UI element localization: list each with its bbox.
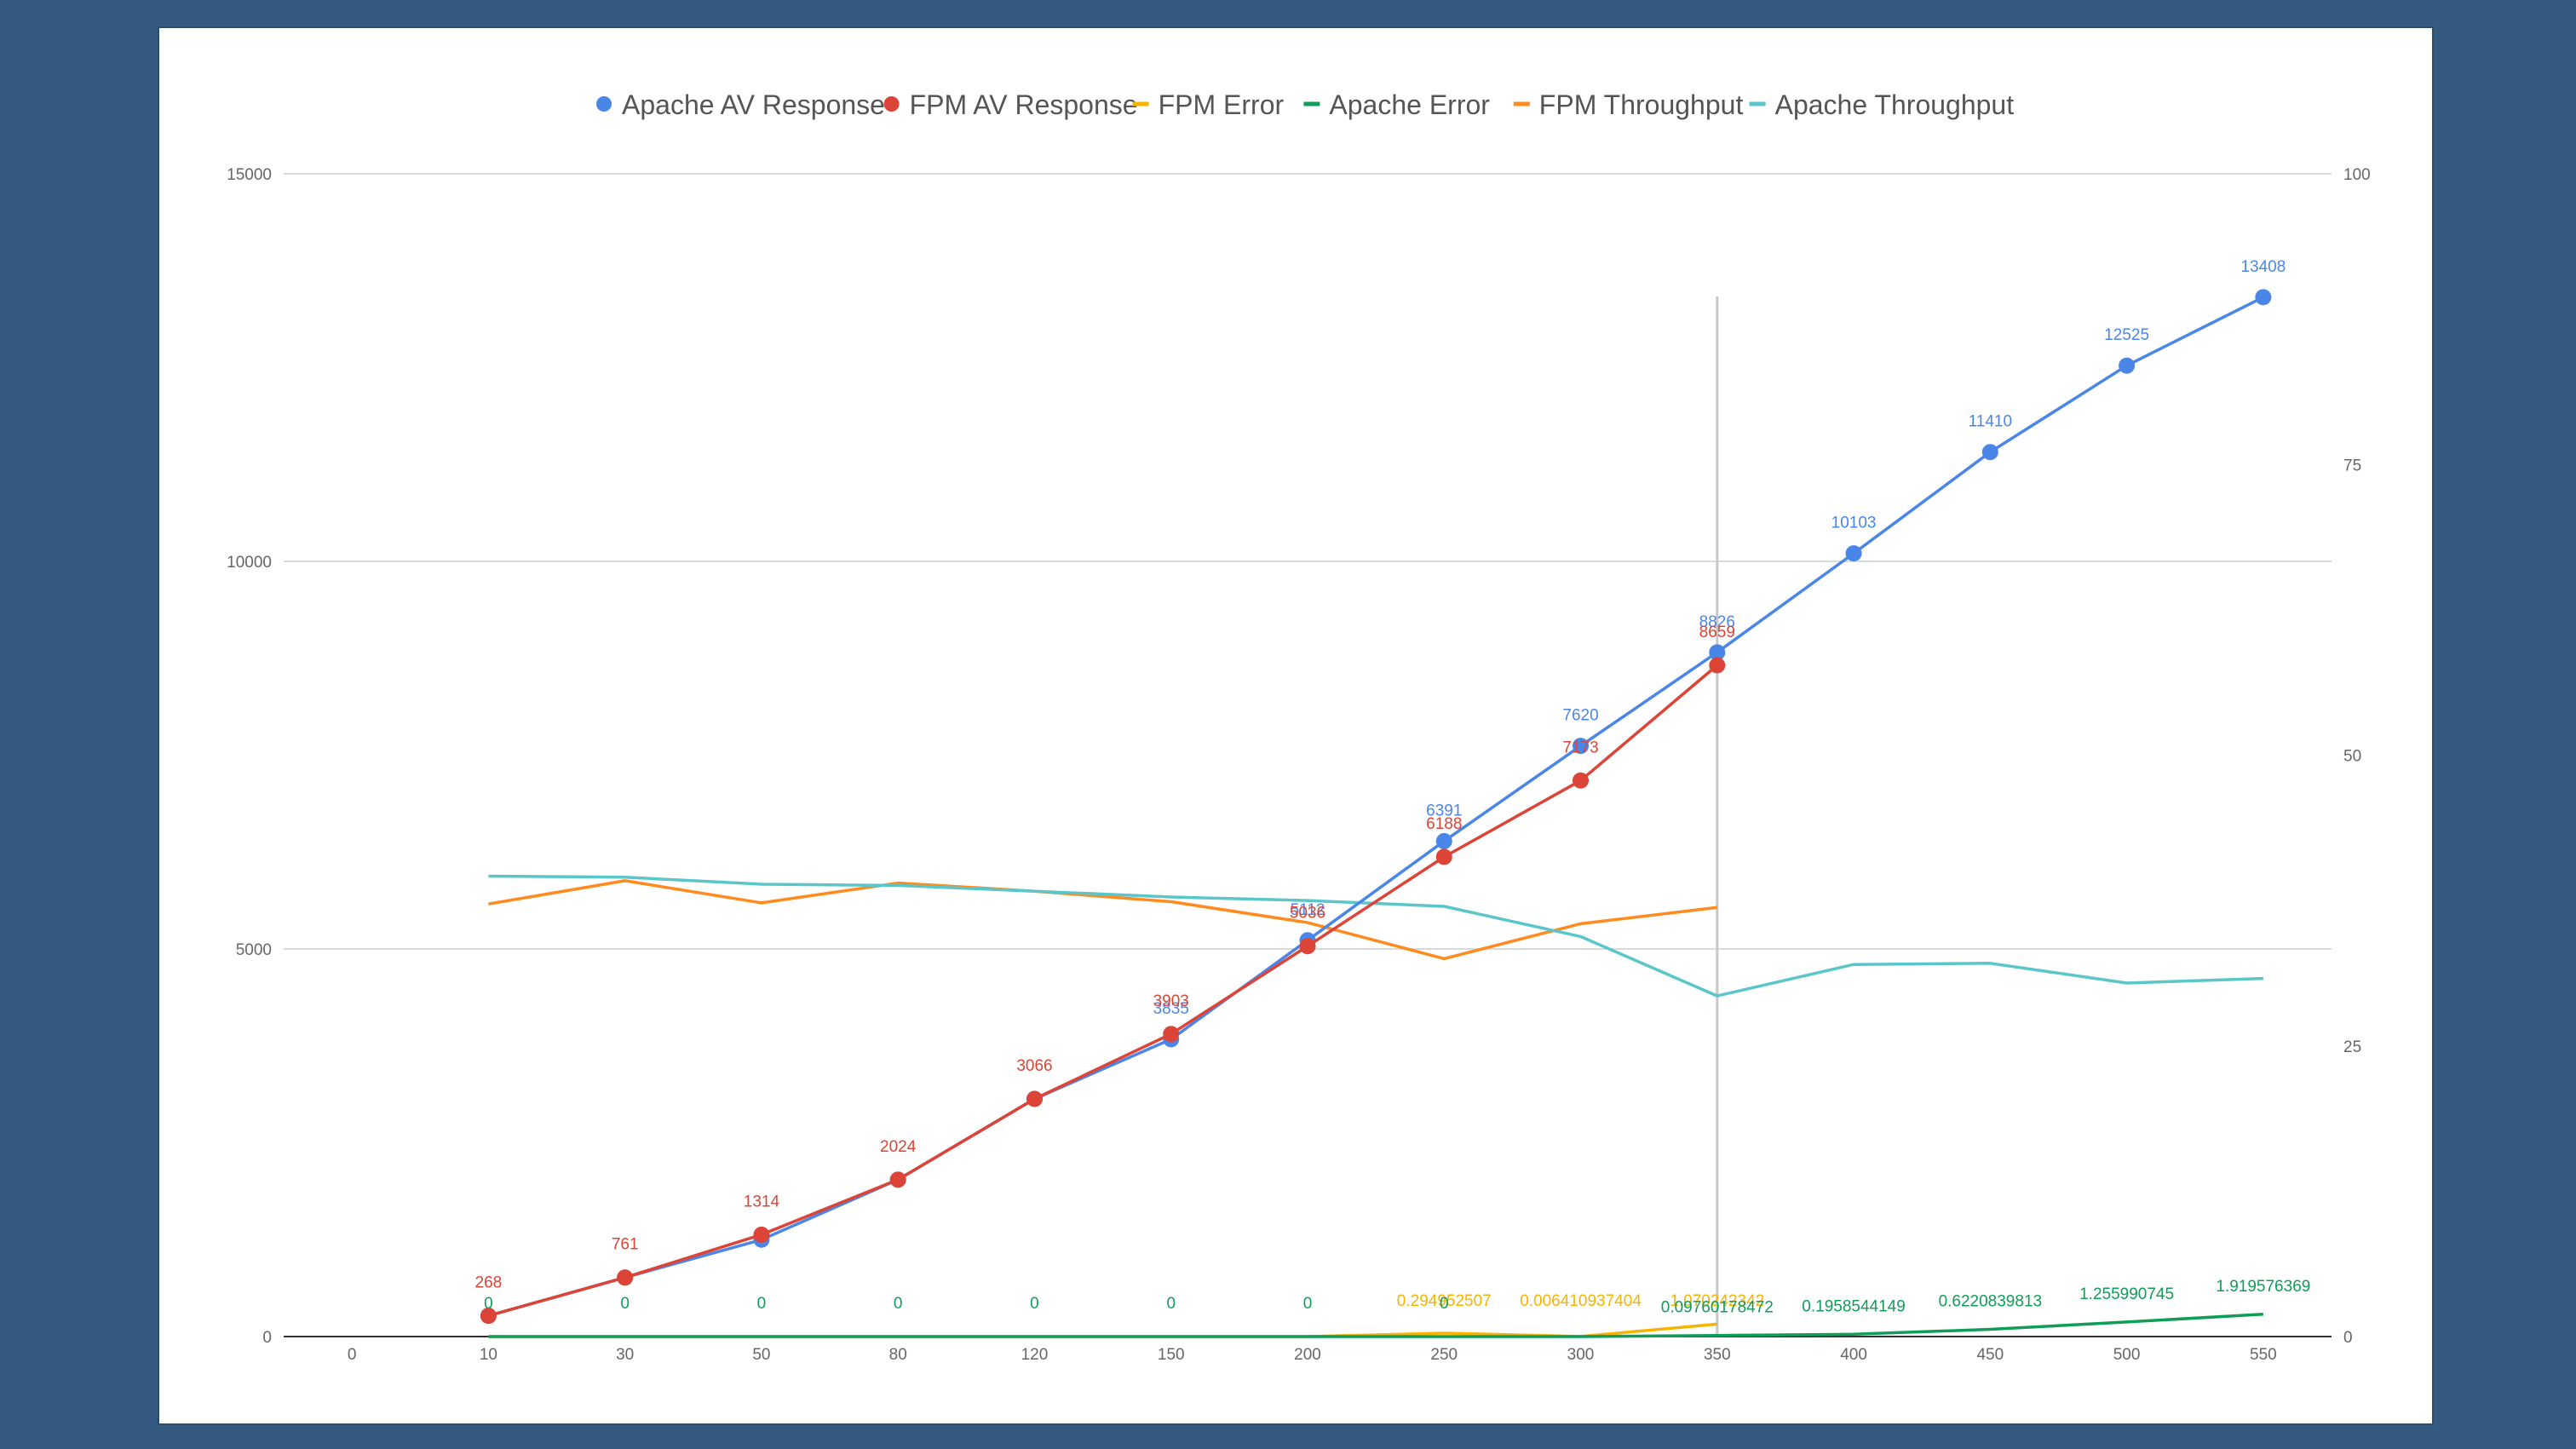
series-line-apache-error [488,1313,2263,1338]
data-point-fpm-av-response [480,1308,497,1325]
x-tick-label: 80 [889,1346,907,1364]
series-line-apache-throughput [488,874,2263,998]
data-label-apache-av-response: 6391 [1426,802,1462,819]
series-line-fpm-av-response [487,664,1718,1318]
data-point-fpm-av-response [889,1171,906,1188]
data-label-apache-error: 0 [620,1295,630,1313]
data-label-apache-error: 0 [1303,1295,1313,1313]
data-label-fpm-error: 0.294952507 [1397,1292,1492,1310]
x-tick-label: 550 [2250,1346,2277,1364]
data-label-fpm-av-response: 8659 [1699,624,1735,641]
x-tick-label: 200 [1294,1346,1321,1364]
series-line-fpm-error [488,1322,1717,1338]
data-label-fpm-av-response: 761 [612,1236,639,1254]
data-label-apache-error: 0.1958544149 [1802,1297,1906,1315]
data-label-fpm-av-response: 3903 [1153,992,1189,1010]
y-tick-label: 5000 [236,941,272,959]
y-tick-label: 15000 [227,166,272,184]
data-point-fpm-av-response [1299,938,1316,955]
y2-tick-label: 50 [2343,748,2361,766]
legend-label-apache-av-response: Apache AV Response [622,89,885,120]
x-tick-label: 0 [348,1346,357,1364]
data-label-apache-av-response: 8826 [1699,613,1735,631]
data-point-fpm-av-response [1573,772,1590,789]
data-label-fpm-av-response: 3066 [1016,1057,1052,1075]
data-label-apache-error: 0 [894,1295,903,1313]
series-line-fpm-throughput [488,879,1718,961]
x-tick-label: 400 [1840,1346,1867,1364]
x-tick-label: 10 [480,1346,497,1364]
x-tick-label: 500 [2113,1346,2141,1364]
data-label-apache-av-response: 3835 [1153,1000,1189,1018]
x-tick-label: 250 [1430,1346,1458,1364]
data-label-apache-error: 1.255990745 [2079,1285,2174,1303]
data-point-fpm-av-response [1026,1090,1043,1107]
y-tick-label: 0 [262,1329,272,1347]
legend-label-fpm-throughput: FPM Throughput [1539,89,1744,120]
data-point-fpm-av-response [753,1226,770,1243]
data-label-fpm-av-response: 7173 [1562,739,1598,756]
x-tick-label: 120 [1021,1346,1049,1364]
data-label-apache-error: 0.6220839813 [1939,1293,2043,1311]
data-label-fpm-av-response: 2024 [880,1138,917,1156]
data-point-apache-av-response [2119,357,2136,374]
x-tick-label: 300 [1567,1346,1595,1364]
data-label-apache-error: 0 [757,1295,767,1313]
data-point-apache-av-response [1845,545,1862,562]
y2-tick-label: 75 [2343,457,2361,474]
data-label-fpm-error: 1.070242342 [1670,1292,1764,1310]
legend-label-apache-throughput: Apache Throughput [1775,89,2015,120]
series-line-apache-av-response [487,296,2264,1318]
x-tick-label: 50 [752,1346,770,1364]
x-tick-label: 450 [1976,1346,2004,1364]
data-label-apache-av-response: 12525 [2104,326,2149,344]
y2-tick-label: 0 [2343,1329,2353,1347]
slide-panel: 0 5000 10000 15000 0 25 50 75 100 0 10 30 50 80 120 150… [158,26,2434,1425]
legend-label-apache-error: Apache Error [1329,89,1490,120]
data-point-fpm-av-response [1163,1026,1180,1043]
legend-label-fpm-error: FPM Error [1159,89,1285,120]
data-label-apache-av-response: 13408 [2240,258,2286,276]
data-label-apache-error: 0 [1440,1295,1449,1313]
data-label-fpm-av-response: 6188 [1426,815,1462,833]
data-label-apache-av-response: 11410 [1969,413,2012,431]
data-label-apache-av-response: 10103 [1831,515,1877,532]
x-tick-label: 350 [1704,1346,1731,1364]
data-label-fpm-av-response: 268 [475,1274,503,1292]
y2-tick-label: 100 [2343,166,2371,184]
x-tick-label: 150 [1158,1346,1185,1364]
data-label-apache-error: 0 [1030,1295,1039,1313]
data-point-fpm-av-response [1435,848,1452,865]
legend-label-fpm-av-response: FPM AV Response [910,89,1138,120]
data-point-fpm-av-response [1709,657,1726,674]
data-point-fpm-av-response [617,1269,634,1286]
data-point-apache-av-response [1435,832,1452,849]
data-label-apache-error: 0 [484,1295,493,1313]
data-point-apache-av-response [1981,444,1998,461]
data-point-apache-av-response [1573,738,1590,755]
data-label-apache-error: 1.919576369 [2216,1278,2310,1296]
data-label-fpm-av-response: 1314 [744,1193,780,1210]
data-label-fpm-error: 0.006410937404 [1520,1292,1642,1310]
data-point-apache-av-response [1709,644,1726,661]
data-point-apache-av-response [2255,289,2272,306]
data-label-fpm-av-response: 5036 [1290,905,1325,923]
y2-tick-label: 25 [2343,1038,2361,1056]
data-label-apache-av-response: 7620 [1562,707,1598,725]
data-label-apache-error: 0 [1166,1295,1176,1313]
y-tick-label: 10000 [227,554,272,572]
data-label-apache-av-response: 5112 [1291,901,1325,919]
legend-marker-apache-av-response [596,96,612,112]
legend-marker-fpm-av-response [883,96,900,112]
x-tick-label: 30 [616,1346,634,1364]
data-label-apache-error: 0.09760178472 [1661,1299,1774,1317]
